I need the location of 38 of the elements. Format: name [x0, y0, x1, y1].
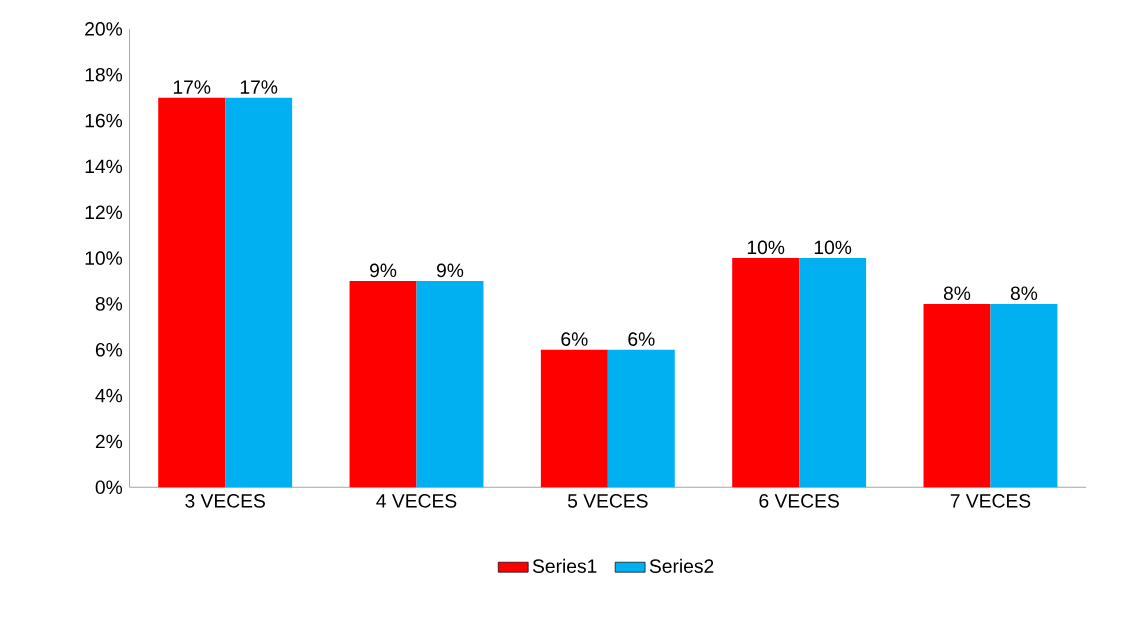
x-tick-label: 7 VECES	[950, 494, 1031, 508]
data-label: 8%	[1010, 286, 1038, 301]
bar	[799, 258, 867, 488]
data-label: 9%	[370, 263, 397, 278]
y-tick-label: 0%	[95, 480, 123, 495]
bar	[923, 304, 991, 488]
x-tick-label: 4 VECES	[376, 494, 457, 508]
bar	[990, 304, 1058, 488]
bar	[416, 281, 484, 488]
data-label: 6%	[561, 332, 588, 347]
y-tick-label: 2%	[95, 434, 123, 449]
legend-label: Series2	[649, 558, 714, 574]
y-tick-label: 4%	[95, 389, 123, 403]
bar	[540, 349, 608, 488]
bar	[349, 281, 417, 488]
y-tick-label: 12%	[85, 205, 123, 220]
data-label: 10%	[814, 240, 852, 255]
x-tick-label: 5 VECES	[567, 494, 648, 508]
data-label: 6%	[628, 332, 655, 347]
y-tick-label: 16%	[85, 113, 123, 128]
bar	[607, 349, 675, 488]
bar	[158, 97, 226, 488]
data-label: 17%	[173, 80, 211, 94]
y-tick-label: 18%	[85, 68, 123, 82]
y-tick-label: 14%	[85, 159, 123, 174]
y-tick-label: 8%	[95, 297, 123, 311]
y-tick-label: 6%	[95, 343, 123, 357]
data-label: 9%	[436, 263, 464, 278]
y-tick-label: 20%	[85, 22, 123, 36]
y-tick-label: 10%	[85, 251, 123, 266]
bar	[732, 258, 800, 488]
legend-label: Series1	[532, 558, 597, 574]
x-tick-label: 6 VECES	[759, 494, 839, 508]
x-tick-label: 3 VECES	[185, 494, 265, 508]
data-label: 10%	[747, 240, 785, 255]
bar	[225, 97, 293, 488]
data-label: 8%	[943, 286, 971, 301]
data-label: 17%	[240, 80, 278, 94]
